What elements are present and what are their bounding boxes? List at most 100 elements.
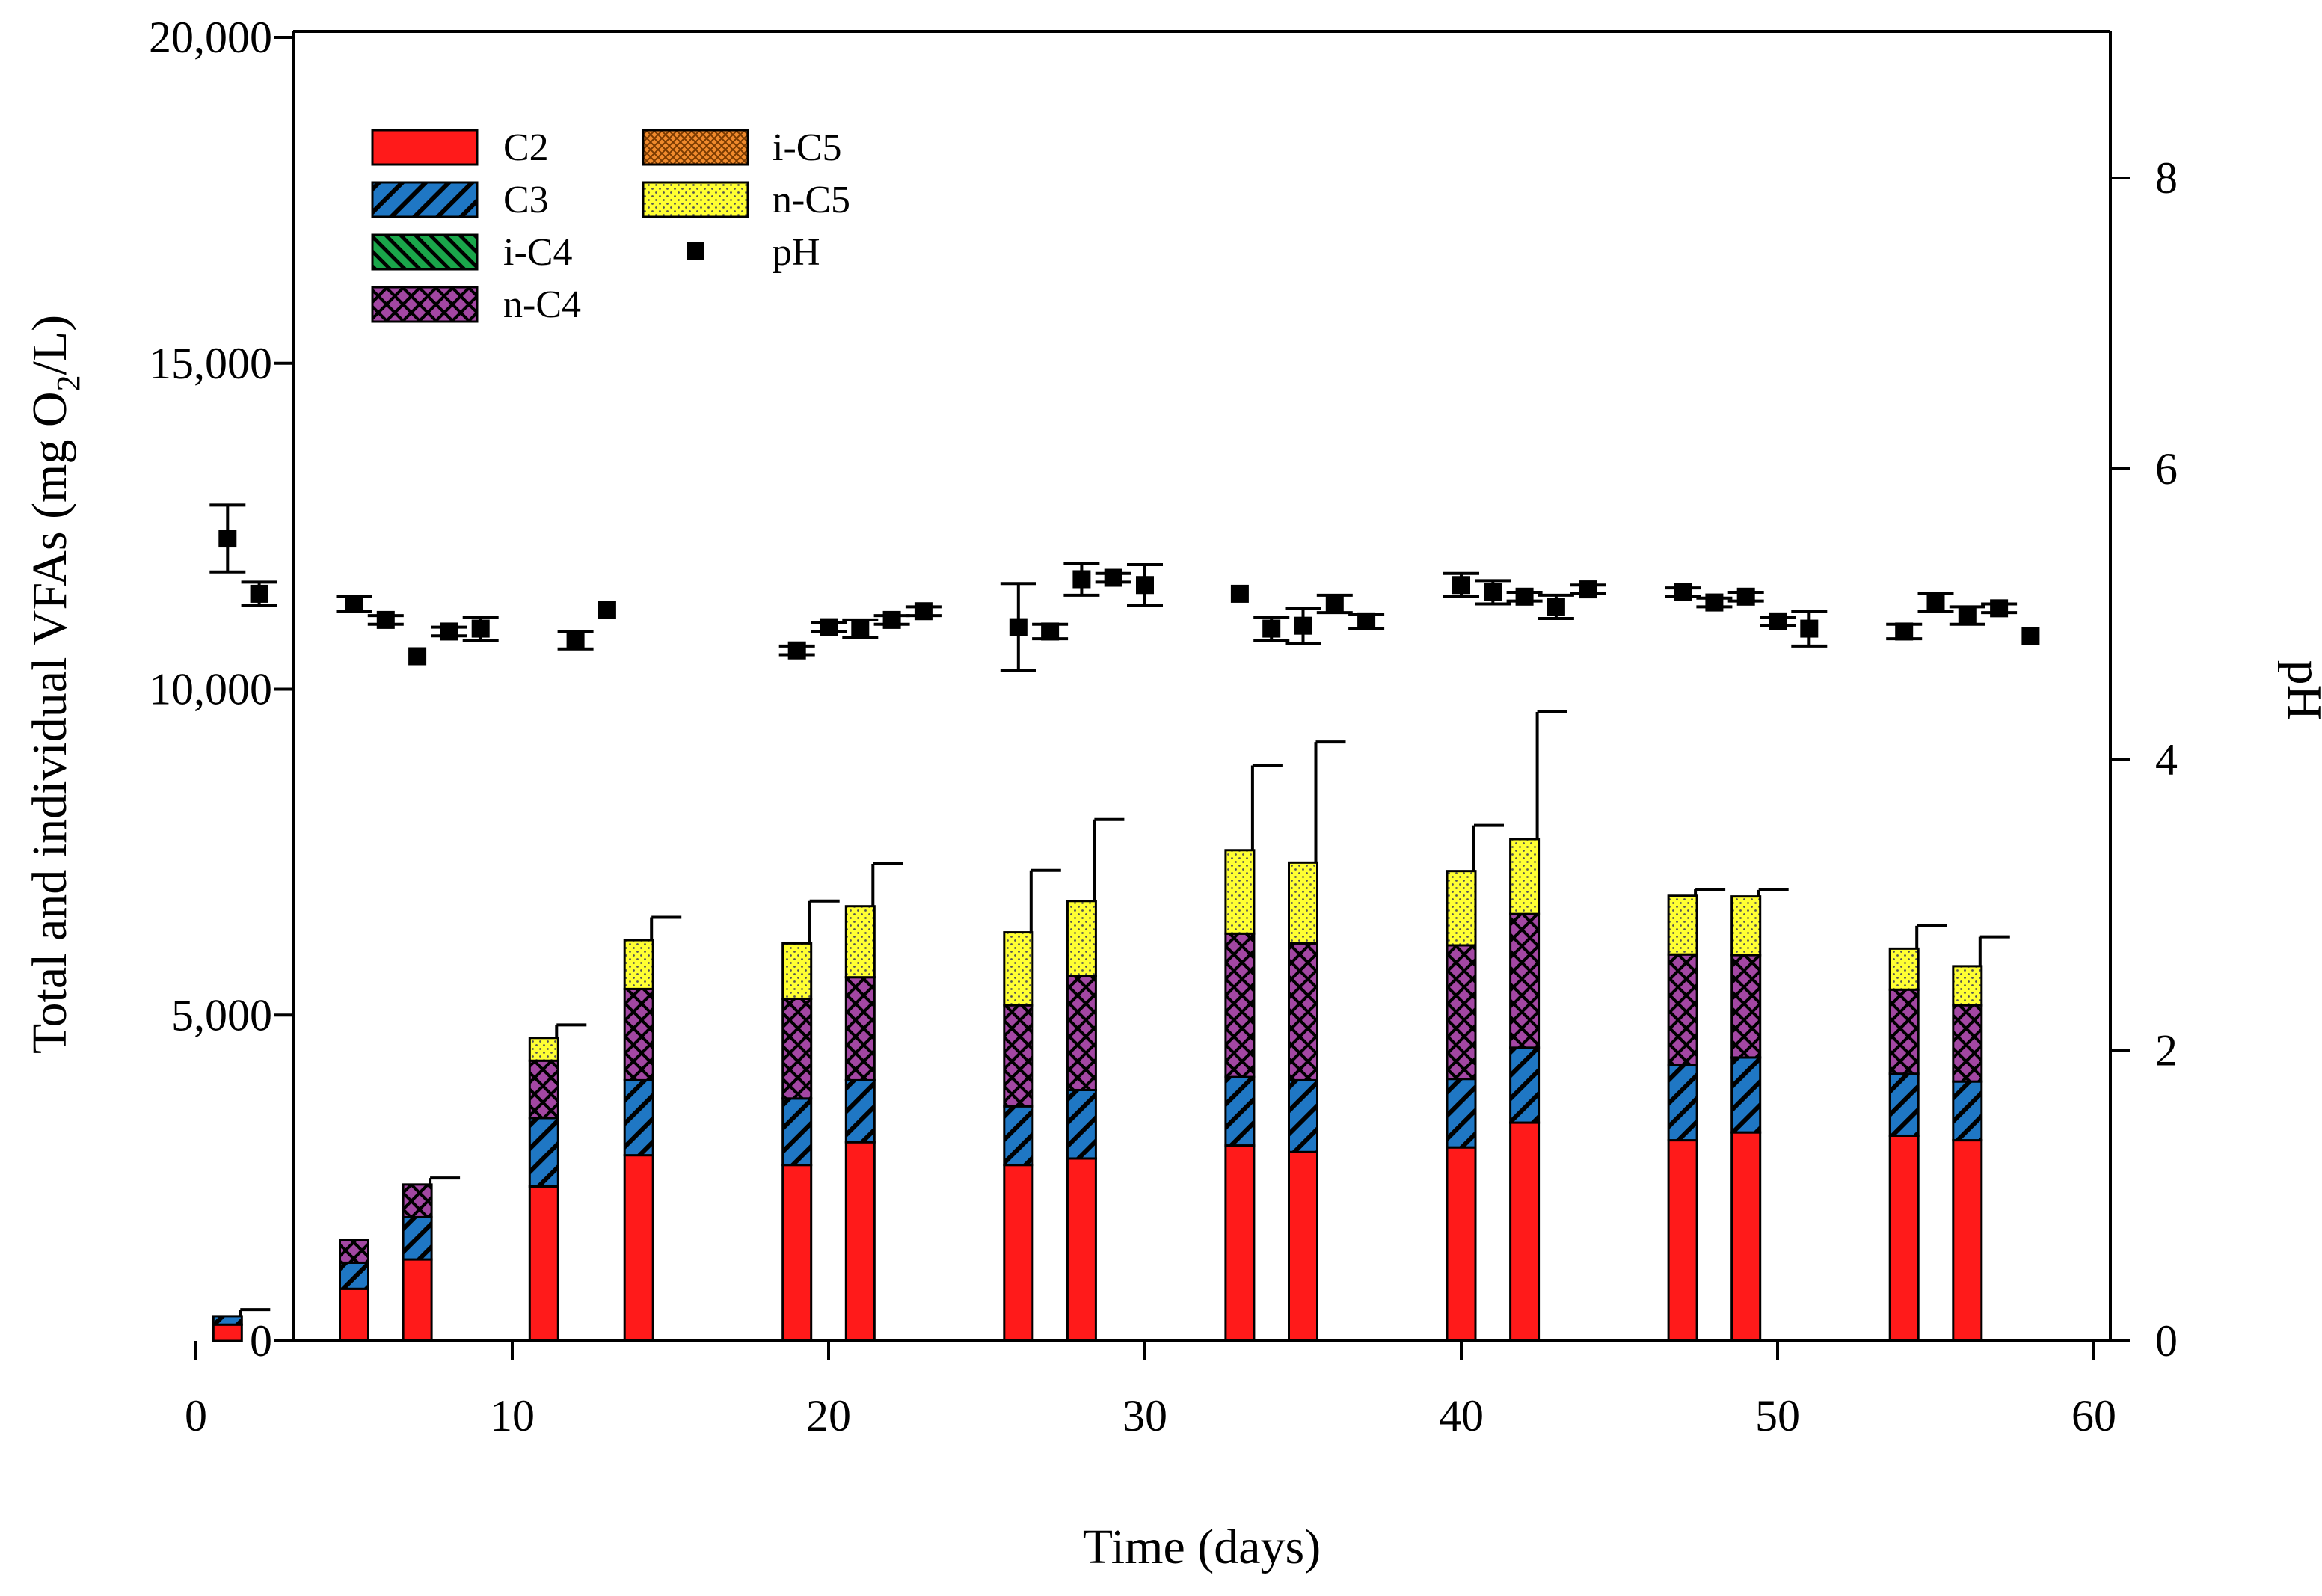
ph-point-day-26 (1009, 618, 1028, 636)
ph-point-day-43 (1547, 598, 1565, 616)
ph-point-day-47 (1674, 583, 1692, 601)
ph-point-day-29 (1104, 568, 1122, 587)
bar-segment-c3-day-28 (1066, 1088, 1097, 1160)
bar-segment-c2-day-21 (844, 1141, 876, 1342)
bar-segment-n-c4-day-28 (1066, 975, 1097, 1091)
y2-tick-label-4: 4 (2155, 735, 2178, 785)
legend-label-c3: C3 (503, 179, 549, 221)
bar-segment-c3-day-35 (1288, 1078, 1318, 1153)
x-tick-label-0: 0 (185, 1391, 207, 1440)
ph-point-day-37 (1357, 612, 1376, 630)
ph-point-day-30 (1136, 576, 1154, 595)
bar-segment-c2-day-26 (1003, 1164, 1034, 1342)
bar-segment-c2-day-5 (339, 1287, 369, 1342)
bar-segment-c2-day-33 (1224, 1144, 1256, 1342)
bar-segment-c2-day-35 (1288, 1150, 1318, 1342)
bar-segment-n-c5-day-14 (623, 939, 654, 990)
bar-segment-n-c4-day-49 (1730, 954, 1762, 1059)
y-tick-label-0: 0 (250, 1316, 272, 1366)
ph-point-day-6 (376, 610, 395, 629)
legend-label-n-c4: n-C4 (503, 283, 581, 326)
x-tick-label-50: 50 (1755, 1391, 1800, 1440)
bar-segment-n-c4-day-47 (1667, 953, 1698, 1066)
bar-segment-n-c4-day-26 (1003, 1004, 1034, 1108)
bar-segment-n-c5-day-54 (1888, 947, 1920, 991)
legend-swatch-n-c5 (642, 181, 749, 218)
bar-segment-n-c4-day-5 (339, 1239, 369, 1264)
ph-point-day-49 (1736, 587, 1755, 606)
bar-segment-c3-day-21 (844, 1078, 876, 1144)
stacked-bars (212, 838, 1983, 1342)
bar-segment-n-c4-day-40 (1446, 944, 1477, 1081)
y2-tick-label-8: 8 (2155, 153, 2178, 203)
x-tick-label-20: 20 (806, 1391, 851, 1440)
bar-segment-c3-day-11 (528, 1117, 559, 1188)
bar-segment-c3-day-47 (1667, 1064, 1698, 1142)
bar-segment-c3-day-54 (1888, 1072, 1920, 1137)
bar-segment-n-c5-day-35 (1288, 861, 1318, 945)
bar-segment-n-c5-day-19 (781, 942, 813, 1000)
bar-segment-c2-day-1 (212, 1323, 243, 1342)
y-tick-label-15000: 15,000 (149, 339, 272, 388)
ph-point-day-8 (440, 622, 458, 641)
legend-label-n-c5: n-C5 (773, 179, 850, 221)
bar-segment-n-c5-day-21 (844, 905, 876, 979)
legend-swatch-c3 (371, 181, 479, 218)
bar-segment-n-c4-day-19 (781, 997, 813, 1100)
bar-error-bars (239, 710, 2010, 1316)
y2-axis-title: pH (2277, 660, 2322, 721)
ph-point-day-13 (598, 601, 616, 619)
ph-point-day-9 (471, 619, 490, 638)
legend-swatch-n-c4 (371, 286, 479, 323)
ph-point-day-42 (1515, 587, 1534, 606)
bar-segment-n-c5-day-28 (1066, 900, 1097, 977)
bar-segment-c3-day-19 (781, 1097, 813, 1167)
ph-point-day-1 (218, 530, 237, 548)
ph-point-day-12 (566, 631, 585, 650)
bar-segment-n-c5-day-11 (528, 1037, 559, 1062)
bar-segment-c2-day-7 (402, 1258, 433, 1342)
bar-segment-c3-day-7 (402, 1215, 433, 1261)
bar-segment-c2-day-56 (1952, 1139, 1983, 1342)
bar-segment-c3-day-26 (1003, 1105, 1034, 1167)
ph-point-day-41 (1484, 583, 1502, 601)
bar-segment-c3-day-40 (1446, 1078, 1477, 1149)
x-axis-title: Time (days) (1083, 1520, 1321, 1574)
ph-point-day-2 (250, 584, 268, 603)
y-axis-title: Total and individual VFAs (mg O2/L) (22, 315, 87, 1054)
ph-point-day-20 (820, 618, 838, 636)
bar-segment-n-c5-day-33 (1224, 849, 1256, 935)
ph-point-day-19 (787, 641, 806, 660)
legend-label-i-c5: i-C5 (773, 126, 841, 169)
legend-swatch-i-c5 (642, 129, 749, 166)
bar-segment-c3-day-49 (1730, 1056, 1762, 1134)
y2-tick-label-2: 2 (2155, 1025, 2178, 1075)
bar-segment-n-c4-day-35 (1288, 942, 1318, 1081)
legend-marker-ph (687, 242, 704, 260)
ph-point-day-40 (1452, 576, 1470, 595)
bar-segment-n-c4-day-21 (844, 976, 876, 1081)
bar-segment-c2-day-14 (623, 1154, 654, 1342)
bar-segment-c3-day-1 (212, 1315, 243, 1326)
bar-segment-n-c5-day-42 (1509, 838, 1541, 915)
ph-point-day-55 (1926, 593, 1945, 612)
ph-point-day-35 (1294, 616, 1312, 635)
ph-point-day-56 (1958, 607, 1977, 625)
bar-segment-c2-day-47 (1667, 1139, 1698, 1342)
bar-segment-n-c4-day-14 (623, 987, 654, 1081)
bar-segment-c3-day-42 (1509, 1046, 1541, 1124)
x-tick-label-40: 40 (1439, 1391, 1484, 1440)
y-tick-label-5000: 5,000 (171, 990, 272, 1040)
x-tick-label-30: 30 (1122, 1391, 1167, 1440)
legend-swatch-i-c4 (371, 233, 479, 271)
ph-point-day-7 (408, 647, 427, 666)
legend: C2 C3 i-C4 n-C4 i-C5 n-C5 pH (371, 126, 850, 326)
ph-point-day-48 (1705, 593, 1724, 612)
ph-point-day-5 (345, 595, 363, 613)
ph-point-day-33 (1230, 584, 1249, 603)
bar-segment-c2-day-49 (1730, 1131, 1762, 1342)
legend-label-i-c4: i-C4 (503, 231, 572, 274)
legend-label-ph: pH (773, 231, 820, 274)
bar-segment-c3-day-5 (339, 1261, 369, 1290)
